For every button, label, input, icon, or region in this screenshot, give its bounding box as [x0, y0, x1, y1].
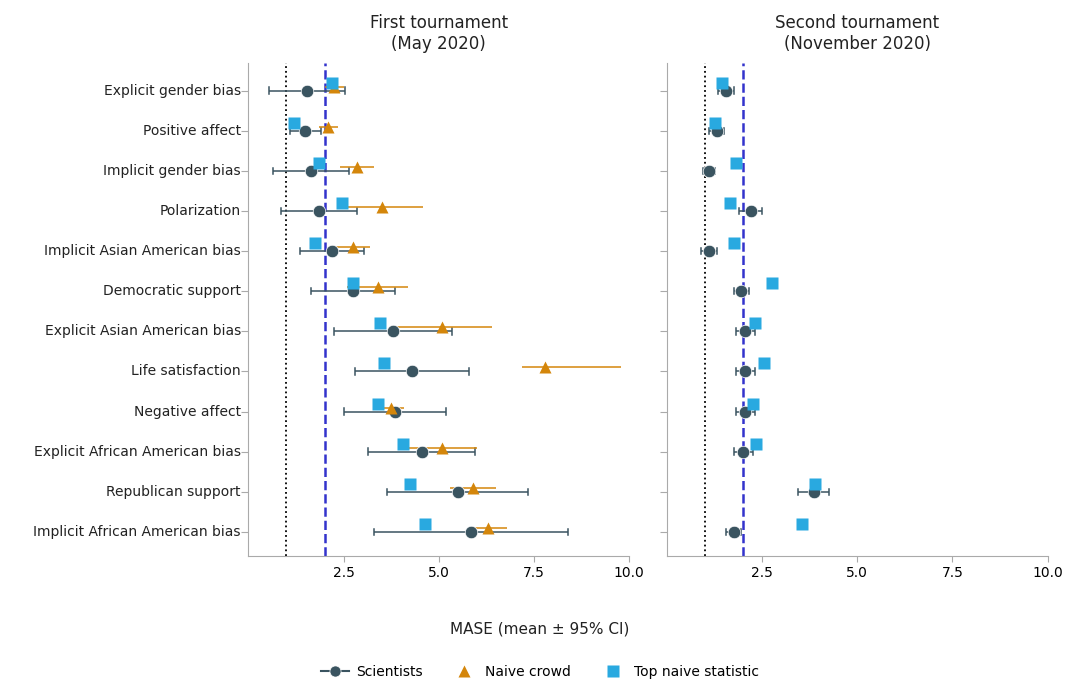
Text: Life satisfaction: Life satisfaction — [131, 364, 241, 379]
Text: Implicit Asian American bias: Implicit Asian American bias — [44, 244, 241, 258]
Text: Republican support: Republican support — [106, 485, 241, 499]
Text: Implicit African American bias: Implicit African American bias — [33, 525, 241, 539]
Title: Second tournament
(November 2020): Second tournament (November 2020) — [775, 14, 940, 53]
Text: Implicit gender bias: Implicit gender bias — [104, 164, 241, 178]
Text: Polarization: Polarization — [160, 204, 241, 218]
Text: Positive affect: Positive affect — [143, 124, 241, 138]
Title: First tournament
(May 2020): First tournament (May 2020) — [369, 14, 508, 53]
Text: Democratic support: Democratic support — [103, 284, 241, 298]
Text: Negative affect: Negative affect — [134, 404, 241, 418]
Legend: Scientists, Naive crowd, Top naive statistic: Scientists, Naive crowd, Top naive stati… — [315, 660, 765, 685]
Text: MASE (mean ± 95% CI): MASE (mean ± 95% CI) — [450, 621, 630, 637]
Text: Explicit Asian American bias: Explicit Asian American bias — [44, 325, 241, 338]
Text: Explicit gender bias: Explicit gender bias — [104, 83, 241, 97]
Text: Explicit African American bias: Explicit African American bias — [33, 445, 241, 459]
